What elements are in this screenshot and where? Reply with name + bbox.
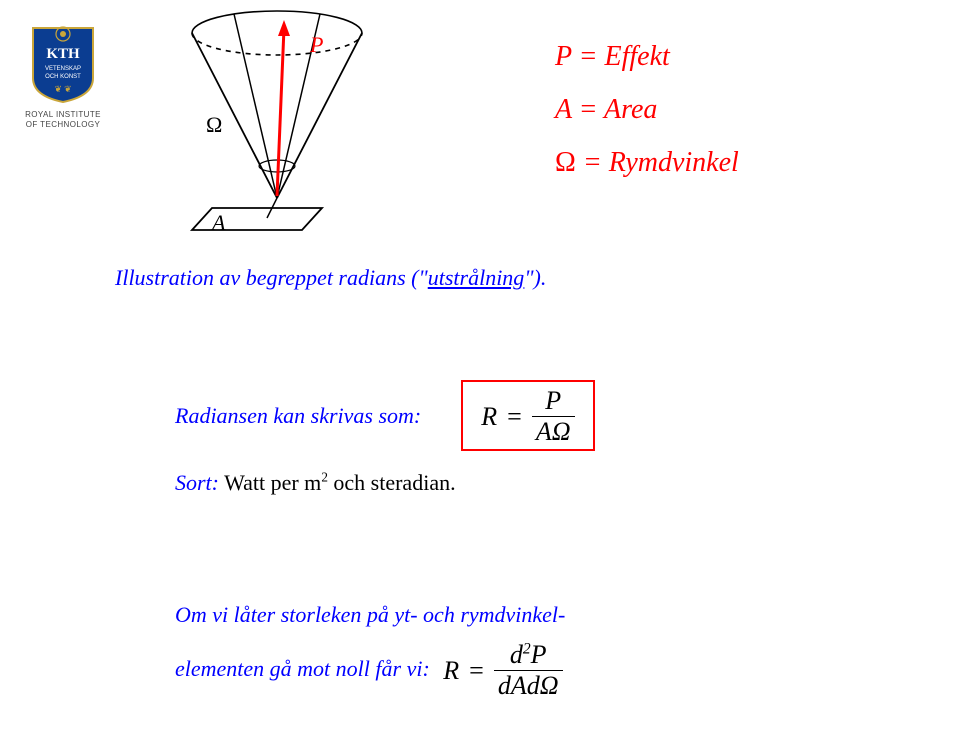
legend-p-rhs: Effekt — [605, 41, 670, 72]
legend: P = Effekt A = Area Ω = Rymdvinkel — [555, 30, 739, 190]
diagram-label-a: A — [212, 210, 225, 236]
formula2-fraction: d2P dAdΩ — [494, 642, 563, 699]
radiance-text: Radiansen kan skrivas som: — [175, 403, 421, 429]
formula1-lhs: R — [481, 402, 497, 432]
legend-o-lhs: Ω — [555, 147, 576, 178]
intro-prefix: Illustration av begreppet radians (" — [115, 265, 428, 290]
legend-eq2: = — [579, 94, 598, 125]
formula1-fraction: P AΩ — [532, 388, 575, 445]
radiance-row: Radiansen kan skrivas som: R = P AΩ — [175, 380, 595, 451]
conclusion-line2-text: elementen gå mot noll får vi: — [175, 656, 430, 681]
svg-text:❦ ❦: ❦ ❦ — [54, 84, 71, 94]
diagram-label-p: P — [310, 32, 323, 58]
sort-line: Sort: Watt per m2 och steradian. — [175, 470, 456, 496]
formula1-eq: = — [507, 402, 522, 432]
formula2: R = d2P dAdΩ — [443, 641, 562, 701]
logo-sub-line2: OF TECHNOLOGY — [26, 120, 100, 129]
diagram-label-omega: Ω — [206, 112, 222, 138]
formula2-lhs: R — [443, 641, 459, 701]
conclusion-line2: elementen gå mot noll får vi: R = d2P dA… — [175, 641, 565, 701]
legend-p-lhs: P — [555, 41, 572, 72]
legend-o-rhs: Rymdvinkel — [609, 147, 739, 178]
logo-subtitle: ROYAL INSTITUTE OF TECHNOLOGY — [18, 110, 108, 129]
kth-shield: KTH VETENSKAP OCH KONST ❦ ❦ — [29, 22, 97, 104]
svg-text:OCH KONST: OCH KONST — [45, 74, 81, 80]
legend-eq: = — [579, 41, 598, 72]
sort-sup: 2 — [321, 470, 328, 485]
radiance-italic-word: Radiansen — [175, 403, 268, 428]
radiance-rest: kan skrivas som: — [268, 403, 421, 428]
formula1-num: P — [541, 388, 565, 416]
logo-sub-line1: ROYAL INSTITUTE — [25, 110, 101, 119]
formula1-den: AΩ — [532, 416, 575, 445]
svg-text:VETENSKAP: VETENSKAP — [45, 66, 81, 72]
formula2-eq: = — [469, 641, 484, 701]
cone-diagram — [172, 8, 382, 238]
formula2-num: d2P — [506, 642, 551, 670]
conclusion-line1: Om vi låter storleken på yt- och rymdvin… — [175, 590, 565, 641]
formula-box: R = P AΩ — [461, 380, 594, 451]
legend-a-lhs: A — [555, 94, 572, 125]
legend-line-2: A = Area — [555, 83, 739, 136]
legend-a-rhs: Area — [604, 94, 657, 125]
kth-logo: KTH VETENSKAP OCH KONST ❦ ❦ ROYAL INSTIT… — [18, 22, 108, 129]
sort-label: Sort: — [175, 470, 219, 495]
sort-rest-before: Watt per m — [219, 470, 321, 495]
legend-line-1: P = Effekt — [555, 30, 739, 83]
legend-line-3: Ω = Rymdvinkel — [555, 136, 739, 189]
sort-rest-after: och steradian. — [328, 470, 456, 495]
legend-eq3: = — [583, 147, 602, 178]
intro-underlined: utstrålning — [428, 265, 525, 290]
formula2-den: dAdΩ — [494, 670, 563, 699]
intro-sentence: Illustration av begreppet radians ("utst… — [115, 265, 546, 291]
intro-suffix: "). — [524, 265, 546, 290]
conclusion: Om vi låter storleken på yt- och rymdvin… — [175, 590, 565, 700]
svg-text:KTH: KTH — [46, 46, 80, 62]
